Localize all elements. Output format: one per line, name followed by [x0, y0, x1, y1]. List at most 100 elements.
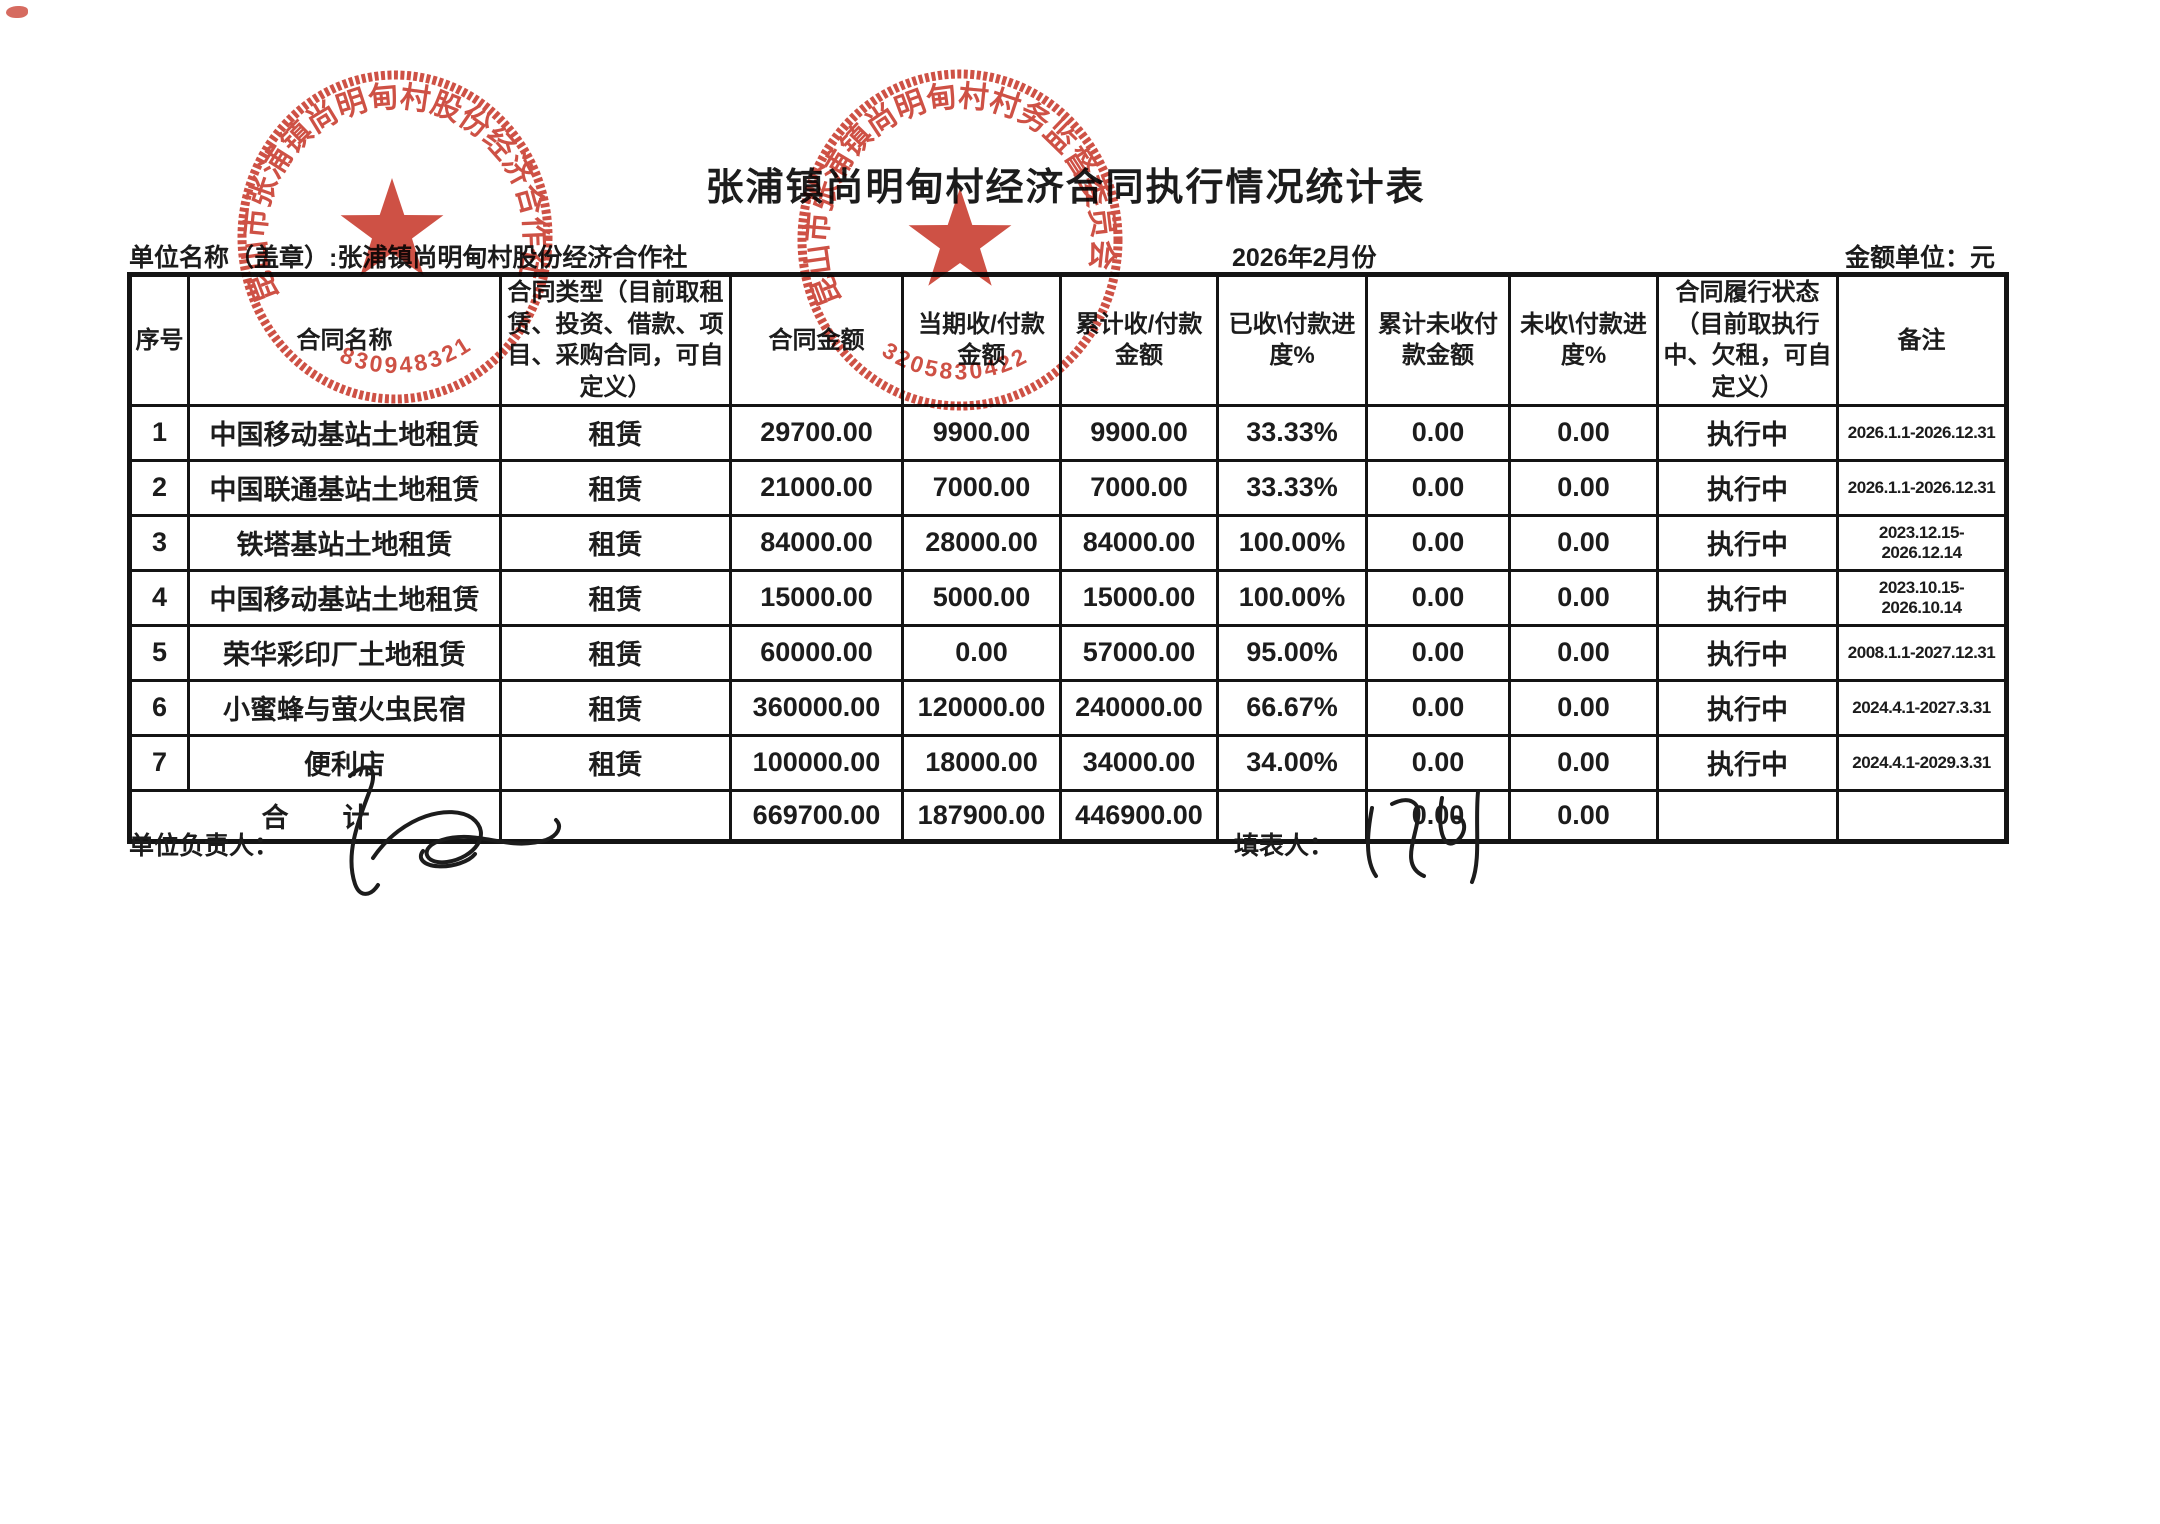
report-period: 2026年2月份	[1232, 244, 1377, 272]
table-cell: 0.00	[1508, 733, 1659, 792]
contract-statistics-table: 序号 合同名称 合同类型（目前取租赁、投资、借款、项目、采购合同，可自定义） 合…	[127, 272, 2009, 844]
table-cell: 9900.00	[1059, 403, 1219, 462]
amount-unit-label: 金额单位：元	[1844, 244, 1995, 272]
table-cell: 100.00%	[1216, 513, 1368, 572]
table-cell: 100.00%	[1216, 568, 1368, 627]
unit-head-label: 单位负责人：	[129, 832, 280, 860]
table-cell: 中国移动基站土地租赁	[187, 403, 502, 462]
table-cell: 执行中	[1656, 403, 1839, 462]
table-cell: 执行中	[1656, 513, 1839, 572]
seal-serial-number: 830948321	[337, 330, 474, 378]
table-cell: 4	[128, 568, 190, 627]
total-cell: 669700.00	[729, 788, 904, 843]
table-cell: 100000.00	[729, 733, 904, 792]
table-cell: 15000.00	[729, 568, 904, 627]
table-cell: 29700.00	[729, 403, 904, 462]
table-cell: 租赁	[499, 458, 732, 517]
table-row: 7 便利店 租赁 100000.00 18000.00 34000.00 34.00% 0.0…	[128, 733, 2008, 792]
table-cell: 0.00	[1365, 458, 1511, 517]
page-title: 张浦镇尚明甸村经济合同执行情况统计表	[705, 167, 1426, 209]
table-cell: 0.00	[1508, 513, 1659, 572]
table-cell: 租赁	[499, 403, 732, 462]
table-cell: 7	[128, 733, 190, 792]
table-cell: 荣华彩印厂土地租赁	[187, 623, 502, 682]
table-cell: 1	[128, 403, 190, 462]
total-cell	[1656, 788, 1839, 843]
column-header-contract-amount: 合同金额	[729, 273, 904, 407]
table-cell: 中国移动基站土地租赁	[187, 568, 502, 627]
total-cell	[1216, 788, 1368, 843]
table-cell: 18000.00	[901, 733, 1062, 792]
table-cell: 执行中	[1656, 733, 1839, 792]
table-cell: 34.00%	[1216, 733, 1368, 792]
table-row: 6 小蜜蜂与萤火虫民宿 租赁 360000.00 120000.00 240000.00 6…	[128, 678, 2008, 737]
table-cell: 2008.1.1-2027.12.31	[1836, 623, 2008, 682]
table-row: 1 中国移动基站土地租赁 租赁 29700.00 9900.00 9900.00 33.33…	[128, 403, 2008, 462]
table-cell: 2026.1.1-2026.12.31	[1836, 458, 2008, 517]
unit-head-signature-image	[348, 765, 561, 896]
seal-star-icon	[908, 188, 1012, 286]
table-cell: 2024.4.1-2029.3.31	[1836, 733, 2008, 792]
table-cell: 57000.00	[1059, 623, 1219, 682]
table-row: 4 中国移动基站土地租赁 租赁 15000.00 5000.00 15000.00 100.…	[128, 568, 2008, 627]
table-cell: 铁塔基站土地租赁	[187, 513, 502, 572]
table-cell: 5000.00	[901, 568, 1062, 627]
table-cell: 执行中	[1656, 623, 1839, 682]
table-cell: 120000.00	[901, 678, 1062, 737]
table-cell: 2	[128, 458, 190, 517]
total-cell: 187900.00	[901, 788, 1062, 843]
table-cell: 租赁	[499, 568, 732, 627]
svg-text:3205830422: 3205830422	[878, 337, 1033, 385]
table-cell: 0.00	[1365, 513, 1511, 572]
column-header-current-received: 当期收/付款金额	[901, 273, 1062, 407]
table-cell: 33.33%	[1216, 458, 1368, 517]
table-cell: 21000.00	[729, 458, 904, 517]
total-cell	[499, 788, 732, 843]
form-filler-label: 填表人：	[1234, 832, 1335, 860]
table-cell: 15000.00	[1059, 568, 1219, 627]
table-cell: 2024.4.1-2027.3.31	[1836, 678, 2008, 737]
column-header-unreceived-progress: 未收\付款进度%	[1508, 273, 1659, 407]
total-cell: 0.00	[1365, 788, 1511, 843]
table-cell: 0.00	[1508, 458, 1659, 517]
table-cell: 租赁	[499, 623, 732, 682]
seal-serial-number: 3205830422	[878, 337, 1030, 385]
table-cell: 0.00	[1508, 623, 1659, 682]
svg-text:830948321: 830948321	[337, 330, 477, 378]
total-cell: 446900.00	[1059, 788, 1219, 843]
column-header-index: 序号	[128, 273, 190, 407]
table-cell: 9900.00	[901, 403, 1062, 462]
total-cell	[1836, 788, 2008, 843]
table-cell: 34000.00	[1059, 733, 1219, 792]
table-cell: 执行中	[1656, 568, 1839, 627]
official-seal-supervision-committee: 昆山市张浦镇尚明甸村村务监督委员会 3205830422	[797, 69, 1123, 411]
table-cell: 6	[128, 678, 190, 737]
column-header-cumulative-unreceived: 累计未收付款金额	[1365, 273, 1511, 407]
table-cell: 租赁	[499, 513, 732, 572]
table-row: 3 铁塔基站土地租赁 租赁 84000.00 28000.00 84000.00 100.0…	[128, 513, 2008, 572]
table-cell: 2026.1.1-2026.12.31	[1836, 403, 2008, 462]
total-label: 合 计	[128, 788, 502, 843]
table-cell: 7000.00	[901, 458, 1062, 517]
table-cell: 0.00	[1365, 623, 1511, 682]
table-cell: 360000.00	[729, 678, 904, 737]
table-cell: 0.00	[1365, 678, 1511, 737]
official-seal-cooperative: 昆山市张浦镇尚明甸村股份经济合作社 830948321	[237, 70, 553, 404]
table-body: 1 中国移动基站土地租赁 租赁 29700.00 9900.00 9900.00 33.33…	[128, 403, 2008, 792]
table-cell: 0.00	[1365, 733, 1511, 792]
table-cell: 33.33%	[1216, 403, 1368, 462]
total-row: 合 计 669700.00 187900.00 446900.00 0.00 0…	[128, 788, 2008, 843]
seal-star-icon	[340, 178, 444, 276]
table-cell: 84000.00	[729, 513, 904, 572]
table-cell: 240000.00	[1059, 678, 1219, 737]
table-cell: 0.00	[1365, 403, 1511, 462]
table-cell: 租赁	[499, 678, 732, 737]
table-cell: 7000.00	[1059, 458, 1219, 517]
column-header-remark: 备注	[1836, 273, 2008, 407]
table-cell: 66.67%	[1216, 678, 1368, 737]
table-cell: 中国联通基站土地租赁	[187, 458, 502, 517]
table-cell: 5	[128, 623, 190, 682]
table-cell: 0.00	[1508, 568, 1659, 627]
table-cell: 0.00	[901, 623, 1062, 682]
